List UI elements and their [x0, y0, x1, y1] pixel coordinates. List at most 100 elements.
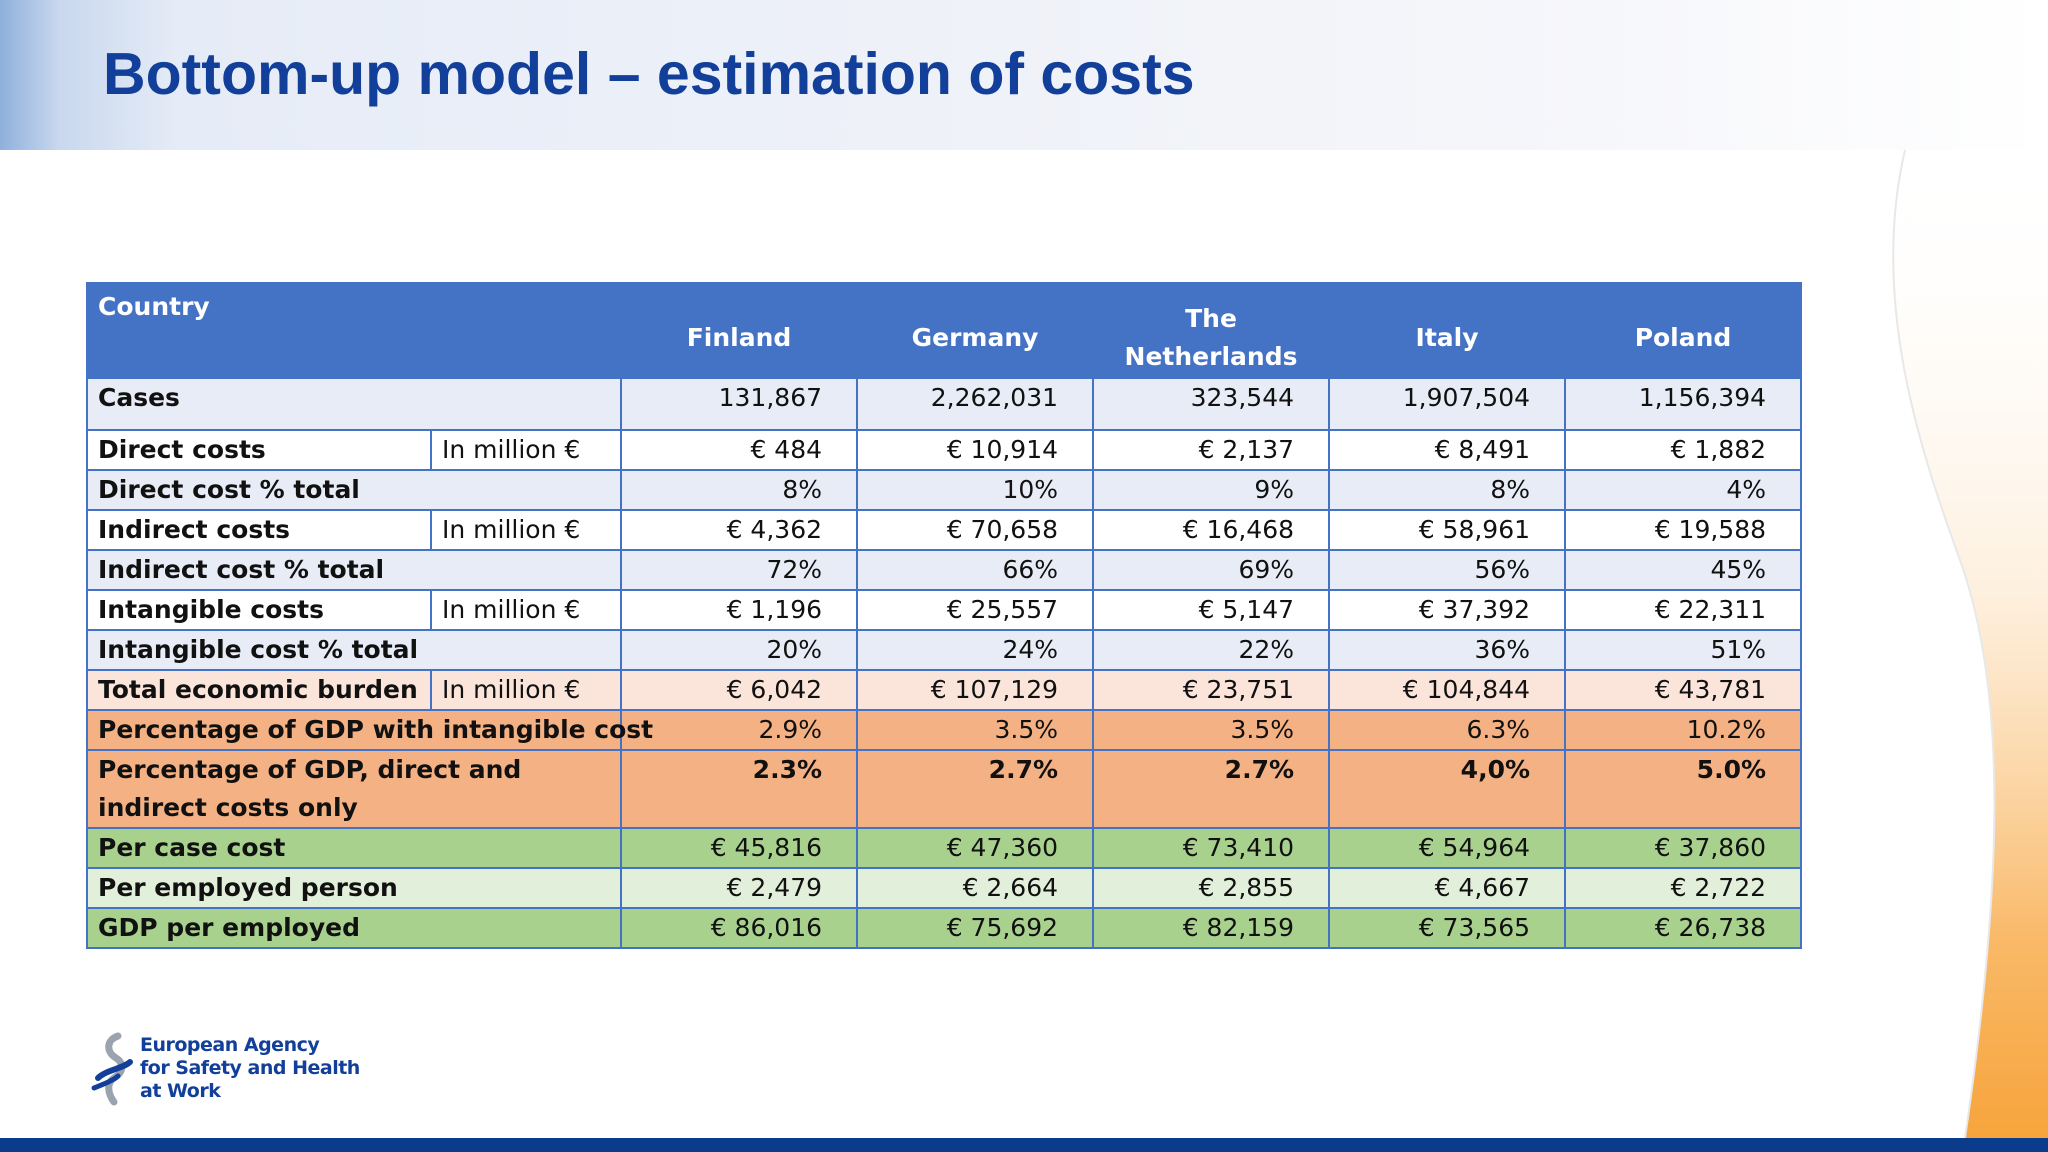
table-row: Direct cost % total 8% 10% 9% 8% 4%	[85, 469, 1803, 511]
cell-value: 10%	[856, 469, 1095, 511]
cell-value: € 37,392	[1328, 589, 1567, 631]
row-label: Intangible costs	[86, 589, 432, 631]
cell-value: 36%	[1328, 629, 1567, 671]
cell-value: € 6,042	[620, 669, 859, 711]
cell-value: € 43,781	[1564, 669, 1803, 711]
logo-line: at Work	[140, 1080, 221, 1102]
header-country: Country	[85, 282, 623, 379]
cell-value: € 73,565	[1328, 907, 1567, 949]
row-label: Percentage of GDP with intangible cost	[85, 709, 653, 751]
table-row: Per case cost € 45,816 € 47,360 € 73,410…	[85, 827, 1803, 869]
cell-value: 5.0%	[1564, 749, 1803, 829]
cell-value: 10.2%	[1564, 709, 1803, 751]
cell-value: € 82,159	[1092, 907, 1331, 949]
cell-value: € 73,410	[1092, 827, 1331, 869]
cell-value: 9%	[1092, 469, 1331, 511]
title-band	[0, 0, 2048, 150]
cell-value: € 4,667	[1328, 867, 1567, 909]
row-label: Percentage of GDP, direct and indirect c…	[85, 749, 623, 829]
row-unit: In million €	[429, 429, 623, 471]
cell-value: 45%	[1564, 549, 1803, 591]
row-label: Intangible cost % total	[85, 629, 623, 671]
cell-value: € 16,468	[1092, 509, 1331, 551]
cell-value: € 1,196	[620, 589, 859, 631]
row-label: Per employed person	[85, 867, 623, 909]
row-label: GDP per employed	[85, 907, 623, 949]
table-row: Percentage of GDP, direct and indirect c…	[85, 749, 1803, 829]
cell-value: 131,867	[620, 377, 859, 431]
cell-value: € 107,129	[856, 669, 1095, 711]
cell-value: € 1,882	[1564, 429, 1803, 471]
cell-value: € 70,658	[856, 509, 1095, 551]
row-label: Indirect cost % total	[85, 549, 623, 591]
table-row: Direct costs In million € € 484 € 10,914…	[86, 429, 1803, 471]
cell-value: 2,262,031	[856, 377, 1095, 431]
cell-value: € 104,844	[1328, 669, 1567, 711]
cell-value: € 5,147	[1092, 589, 1331, 631]
header-poland: Poland	[1564, 282, 1803, 379]
cell-value: € 2,137	[1092, 429, 1331, 471]
cell-value: € 2,855	[1092, 867, 1331, 909]
cell-value: 6.3%	[1328, 709, 1567, 751]
cell-value: 323,544	[1092, 377, 1331, 431]
cell-value: 8%	[1328, 469, 1567, 511]
cell-value: 4%	[1564, 469, 1803, 511]
header-netherlands: The Netherlands	[1092, 282, 1331, 379]
table-row: Total economic burden In million € € 6,0…	[86, 669, 1803, 711]
row-label: Direct cost % total	[85, 469, 623, 511]
table-header-row: Country Finland Germany The Netherlands …	[85, 282, 1803, 379]
cell-value: € 58,961	[1328, 509, 1567, 551]
cell-value: € 45,816	[620, 827, 859, 869]
cell-value: 2.3%	[620, 749, 859, 829]
cell-value: € 2,479	[620, 867, 859, 909]
row-label: Cases	[85, 377, 623, 431]
row-label: Indirect costs	[86, 509, 432, 551]
logo-line: European Agency	[140, 1034, 320, 1056]
cell-value: 20%	[620, 629, 859, 671]
slide-title: Bottom-up model – estimation of costs	[103, 41, 1195, 107]
table-row: Intangible costs In million € € 1,196 € …	[86, 589, 1803, 631]
cell-value: 3.5%	[1092, 709, 1331, 751]
eu-osha-logo-icon	[91, 1032, 133, 1106]
row-unit: In million €	[429, 669, 623, 711]
logo-line: for Safety and Health	[140, 1057, 360, 1079]
row-unit: In million €	[429, 589, 623, 631]
cell-value: 72%	[620, 549, 859, 591]
row-label: Total economic burden	[86, 669, 432, 711]
table-row: Indirect cost % total 72% 66% 69% 56% 45…	[85, 549, 1803, 591]
cell-value: 8%	[620, 469, 859, 511]
cell-value: € 26,738	[1564, 907, 1803, 949]
cell-value: 22%	[1092, 629, 1331, 671]
cell-value: € 23,751	[1092, 669, 1331, 711]
cell-value: 4,0%	[1328, 749, 1567, 829]
row-label: Per case cost	[85, 827, 623, 869]
table-row: Percentage of GDP with intangible cost 2…	[85, 709, 1803, 751]
cell-value: 66%	[856, 549, 1095, 591]
table-row: Per employed person € 2,479 € 2,664 € 2,…	[85, 867, 1803, 909]
cell-value: € 37,860	[1564, 827, 1803, 869]
cell-value: 24%	[856, 629, 1095, 671]
row-unit: In million €	[429, 509, 623, 551]
cell-value: 3.5%	[856, 709, 1095, 751]
cell-value: € 86,016	[620, 907, 859, 949]
table-row: Indirect costs In million € € 4,362 € 70…	[86, 509, 1803, 551]
cell-value: 1,907,504	[1328, 377, 1567, 431]
cell-value: € 2,722	[1564, 867, 1803, 909]
cell-value: 1,156,394	[1564, 377, 1803, 431]
row-label: Direct costs	[86, 429, 432, 471]
cell-value: € 2,664	[856, 867, 1095, 909]
cell-value: € 25,557	[856, 589, 1095, 631]
cell-value: € 8,491	[1328, 429, 1567, 471]
cell-value: € 10,914	[856, 429, 1095, 471]
cost-estimation-table: Country Finland Germany The Netherlands …	[85, 282, 1803, 949]
table-row: Intangible cost % total 20% 24% 22% 36% …	[85, 629, 1803, 671]
logo-text: European Agency for Safety and Health at…	[140, 1034, 360, 1103]
cell-value: € 54,964	[1328, 827, 1567, 869]
bottom-bar	[0, 1138, 2048, 1152]
cell-value: 2.9%	[620, 709, 859, 751]
table-row: GDP per employed € 86,016 € 75,692 € 82,…	[85, 907, 1803, 949]
header-germany: Germany	[856, 282, 1095, 379]
cell-value: 51%	[1564, 629, 1803, 671]
cell-value: 56%	[1328, 549, 1567, 591]
cell-value: € 75,692	[856, 907, 1095, 949]
